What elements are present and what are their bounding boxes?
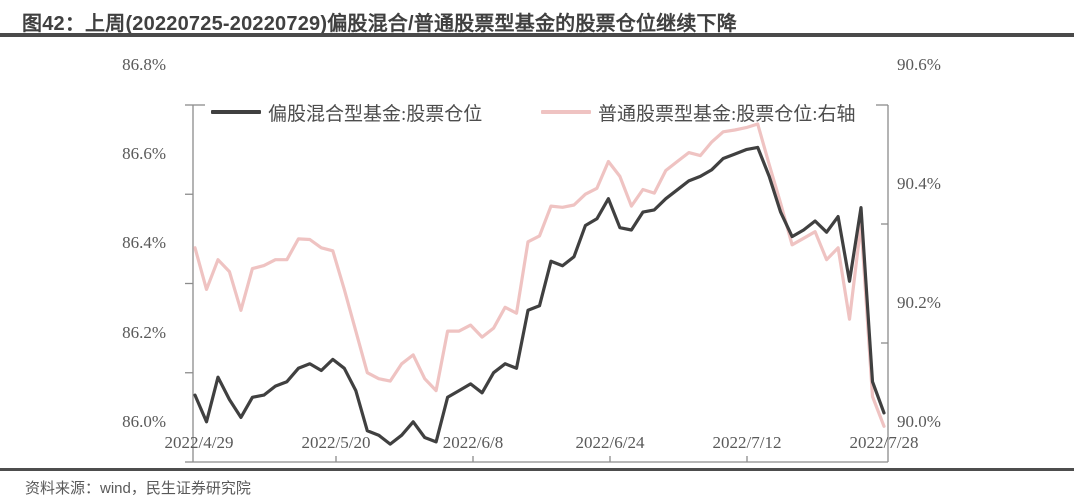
x-axis-label: 2022/5/20 bbox=[301, 433, 371, 452]
legend-label: 偏股混合型基金:股票仓位 bbox=[268, 103, 483, 125]
x-axis-label: 2022/7/28 bbox=[849, 433, 919, 452]
source-rule bbox=[0, 468, 1074, 471]
right-axis-label: 90.6% bbox=[897, 55, 941, 74]
right-axis-label: 90.4% bbox=[897, 174, 941, 193]
series-layer bbox=[193, 122, 886, 446]
source-text: 资料来源：wind，民生证券研究院 bbox=[25, 480, 251, 497]
x-axis-label: 2022/7/12 bbox=[712, 433, 782, 452]
axes-group bbox=[185, 104, 889, 463]
figure-title: 图42：上周(20220725-20220729)偏股混合/普通股票型基金的股票… bbox=[22, 13, 737, 35]
fund-position-chart: 86.8% 86.6% 86.4% 86.2% 86.0% 90.6% 90.4… bbox=[0, 40, 1080, 463]
series-line-right-axis bbox=[193, 122, 886, 428]
x-axis-label: 2022/6/24 bbox=[575, 433, 645, 452]
title-rule bbox=[0, 33, 1074, 37]
left-axis-label: 86.0% bbox=[122, 412, 166, 431]
series-line-left-axis bbox=[193, 145, 886, 446]
left-axis-label: 86.2% bbox=[122, 323, 166, 342]
left-axis-label: 86.4% bbox=[122, 233, 166, 252]
legend-item-equity-fund: 普通股票型基金:股票仓位:右轴 bbox=[541, 100, 856, 125]
x-axis-label: 2022/6/8 bbox=[442, 433, 504, 452]
right-axis-label: 90.2% bbox=[897, 293, 941, 312]
left-axis-label: 86.8% bbox=[122, 55, 166, 74]
legend-label: 普通股票型基金:股票仓位:右轴 bbox=[598, 103, 856, 125]
x-axis-label: 2022/4/29 bbox=[164, 433, 234, 452]
right-axis-label: 90.0% bbox=[897, 412, 941, 431]
equity-fund-line-swatch bbox=[541, 110, 591, 114]
hybrid-fund-line-swatch bbox=[211, 110, 261, 114]
legend-item-hybrid-fund: 偏股混合型基金:股票仓位 bbox=[211, 100, 483, 125]
left-axis-label: 86.6% bbox=[122, 144, 166, 163]
